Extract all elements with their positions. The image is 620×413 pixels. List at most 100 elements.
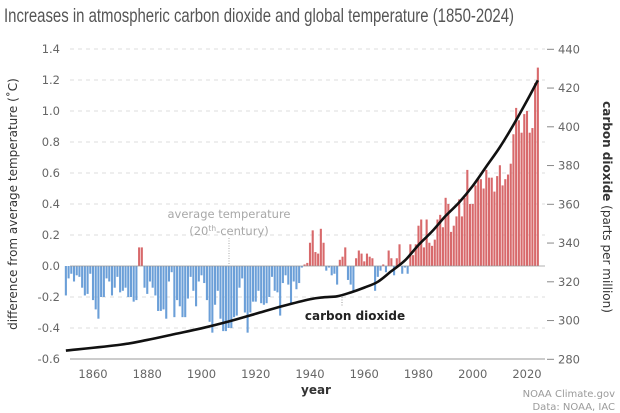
temperature-bar: [251, 266, 255, 302]
temperature-bar: [89, 266, 92, 274]
temperature-bar: [216, 266, 219, 291]
temperature-bar: [279, 266, 282, 316]
temperature-bar: [485, 169, 488, 266]
temperature-bar: [227, 266, 230, 328]
temperature-bar: [265, 266, 268, 304]
y-right-tick-label: 360: [558, 197, 580, 211]
temperature-bar: [127, 266, 130, 297]
temperature-bar: [463, 197, 466, 266]
temperature-bar: [72, 266, 76, 282]
y-right-tick-label: 300: [558, 314, 580, 328]
temperature-bar: [374, 266, 377, 291]
temperature-bar: [479, 179, 482, 266]
temperature-bar: [458, 199, 461, 266]
temperature-bar: [186, 266, 189, 299]
x-tick-label: 2000: [458, 367, 487, 381]
temperature-bar: [140, 247, 143, 266]
temperature-bar: [531, 128, 534, 266]
temperature-bar: [344, 247, 347, 266]
temperature-bar: [363, 261, 366, 266]
temperature-bar: [148, 266, 152, 282]
temperature-bar: [100, 266, 103, 297]
temperature-bars: [64, 67, 539, 333]
temperature-bar: [412, 255, 415, 266]
temperature-bar: [387, 250, 390, 266]
temperature-bar: [504, 179, 507, 266]
temperature-bar: [241, 266, 244, 279]
temperature-bar: [490, 177, 493, 266]
temperature-bar: [403, 266, 406, 268]
y-right-tick-label: 440: [558, 42, 580, 56]
temperature-bar: [268, 266, 271, 297]
temperature-bar: [75, 266, 78, 276]
temperature-bar: [390, 258, 393, 266]
axes: 1.4 1.2 1.0 0.8 0.6 0.4 0.2 0.0 -0.2 -0.4 -0.6 440 4…: [38, 42, 580, 381]
temperature-bar: [319, 228, 322, 266]
temperature-bar: [428, 242, 431, 266]
y-right-tick-label: 380: [558, 159, 580, 173]
x-tick-label: 1980: [404, 367, 433, 381]
temperature-bar: [284, 266, 287, 276]
temperature-bar: [439, 214, 442, 266]
avg-temp-sublabel: (20th-century): [189, 224, 268, 238]
temperature-bar: [230, 266, 233, 328]
temperature-bar: [64, 266, 67, 296]
temperature-bar: [325, 266, 328, 271]
temperature-bar: [86, 266, 89, 294]
temperature-bar: [349, 266, 352, 285]
temperature-bar: [455, 216, 458, 266]
temperature-bar: [379, 266, 382, 271]
y-right-axis-label: carbon dioxide (parts per million): [600, 101, 614, 313]
temperature-bar: [528, 132, 531, 266]
temperature-bar: [159, 266, 162, 311]
temperature-bar: [441, 227, 444, 266]
temperature-bar: [471, 204, 474, 266]
temperature-bar: [235, 266, 238, 316]
temperature-bar: [181, 266, 184, 318]
y-left-axis-label: difference from average temperature (˚C): [5, 78, 20, 330]
y-right-tick-label: 400: [558, 120, 580, 134]
temperature-bar: [506, 174, 510, 266]
temperature-bar: [371, 258, 374, 266]
gridlines: [70, 48, 545, 329]
temperature-bar: [281, 266, 284, 284]
temperature-bar: [205, 266, 208, 301]
temperature-bar: [493, 191, 496, 266]
temperature-bar: [184, 266, 187, 318]
temperature-bar: [450, 231, 453, 266]
temperature-bar: [81, 266, 84, 288]
temperature-bar: [162, 266, 165, 310]
temperature-bar: [260, 266, 263, 304]
temperature-bar: [243, 266, 246, 313]
temperature-bar: [119, 266, 122, 293]
temperature-bar: [501, 185, 504, 266]
temperature-bar: [333, 266, 336, 274]
temperature-bar: [327, 266, 331, 268]
temperature-bar: [249, 266, 252, 313]
y-left-tick-label: 1.2: [42, 73, 60, 87]
avg-temp-sub-pre: (20: [189, 224, 208, 238]
temperature-bar: [121, 266, 124, 291]
temperature-bar: [384, 266, 387, 273]
temperature-bar: [368, 256, 371, 266]
temperature-bar: [116, 266, 119, 277]
y-left-tick-label: -0.2: [38, 290, 60, 304]
temperature-bar: [525, 111, 529, 266]
temperature-bar: [151, 266, 154, 288]
temperature-bar: [97, 266, 100, 319]
co2-line: [65, 79, 539, 352]
temperature-bar: [341, 256, 344, 266]
temperature-bar: [287, 266, 290, 285]
temperature-bar: [300, 266, 303, 268]
temperature-bar: [346, 266, 350, 280]
y-right-tick-label: 280: [558, 352, 580, 366]
temperature-bar: [154, 266, 157, 296]
temperature-bar: [238, 266, 241, 288]
temperature-bar: [322, 242, 325, 266]
x-tick-label: 1920: [241, 367, 270, 381]
temperature-bar: [203, 266, 206, 284]
temperature-bar: [460, 216, 463, 266]
y-left-tick-label: -0.6: [38, 352, 60, 366]
x-tick-label: 2020: [512, 367, 541, 381]
temperature-bar: [173, 266, 176, 318]
